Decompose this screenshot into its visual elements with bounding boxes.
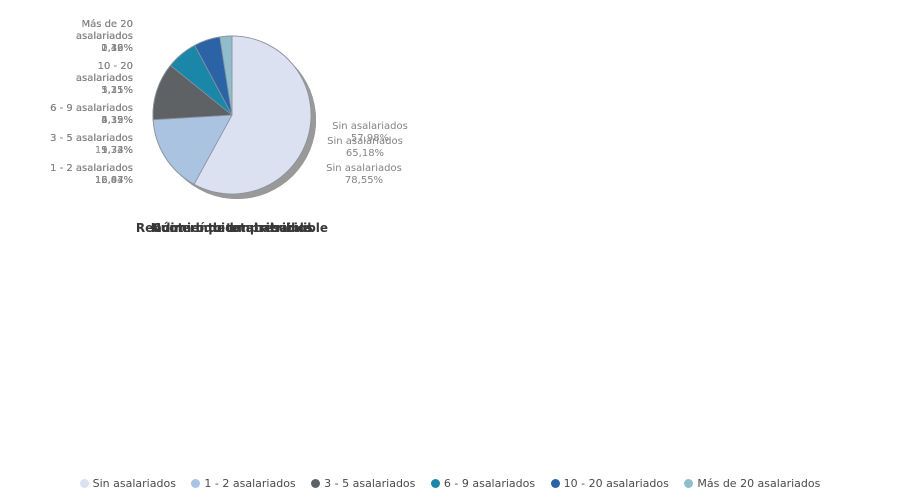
pie-graphic[interactable] xyxy=(144,27,320,203)
slice-label-10-20-asalariados: 10 - 20 asalariados 5,35% xyxy=(0,61,133,97)
legend-label: 1 - 2 asalariados xyxy=(204,477,296,490)
chart-title: Rendimiento total atribuible xyxy=(135,221,329,235)
slice-label-sin-asalariados: Sin asalariados 57,98% xyxy=(308,121,432,145)
slice-labels-left: Más de 20 asalariados 2,46% 10 - 20 asal… xyxy=(0,19,133,193)
slice-label-mas-de-20-asalariados: Más de 20 asalariados 2,46% xyxy=(0,19,133,55)
slice-label-value: 5,35% xyxy=(101,85,133,96)
slice-label-6-9-asalariados: 6 - 9 asalariados 4,35% xyxy=(0,103,133,127)
slice-label-line: 1 - 2 asalariados xyxy=(50,163,133,174)
slice-label-line: asalariados xyxy=(75,73,133,84)
slice-label-line: 6 - 9 asalariados xyxy=(50,103,133,114)
slice-label-line: asalariados xyxy=(75,73,133,84)
slice-label-line: 3 - 5 asalariados xyxy=(50,133,133,144)
pie-slice-mas-de-20-asalariados[interactable] xyxy=(219,35,233,116)
slice-labels-left: Más de 20 asalariados 1,19% 10 - 20 asal… xyxy=(0,19,133,193)
slice-label-value: 2,12% xyxy=(101,115,133,126)
slice-label-line: 10 - 20 xyxy=(97,61,133,72)
slice-label-line: Sin asalariados xyxy=(326,163,402,174)
legend-label: 3 - 5 asalariados xyxy=(324,477,416,490)
slice-label-1-2-asalariados: 1 - 2 asalariados 16,07% xyxy=(0,163,133,187)
legend-label: Más de 20 asalariados xyxy=(697,477,821,490)
slice-label-line: 6 - 9 asalariados xyxy=(50,103,133,114)
slice-labels-left: Más de 20 asalariados 0,32% 10 - 20 asal… xyxy=(0,19,133,193)
slice-label-line: Más de 20 xyxy=(81,19,133,30)
slice-label-value: 16,07% xyxy=(94,175,133,186)
slice-label-1-2-asalariados: 1 - 2 asalariados 16,83% xyxy=(0,163,133,187)
slice-label-10-20-asalariados: 10 - 20 asalariados 3,11% xyxy=(0,61,133,97)
legend-dot xyxy=(79,479,89,488)
slice-label-mas-de-20-asalariados: Más de 20 asalariados 0,32% xyxy=(0,19,133,55)
slice-label-3-5-asalariados: 3 - 5 asalariados 9,33% xyxy=(0,133,133,157)
legend-item-1-2-asalariados[interactable]: 1 - 2 asalariados xyxy=(191,476,296,492)
legend-label: Sin asalariados xyxy=(92,477,176,490)
legend-dot xyxy=(684,479,694,488)
slice-label-10-20-asalariados: 10 - 20 asalariados 1,25% xyxy=(0,61,133,97)
slice-label-line: 3 - 5 asalariados xyxy=(50,133,133,144)
slice-label-value: 2,46% xyxy=(101,43,133,54)
legend-label: 10 - 20 asalariados xyxy=(563,477,669,490)
slice-label-6-9-asalariados: 6 - 9 asalariados 2,12% xyxy=(0,103,133,127)
slice-label-line: Más de 20 xyxy=(81,19,133,30)
legend-dot xyxy=(191,479,201,488)
legend-dot xyxy=(430,479,440,488)
slice-label-line: 10 - 20 xyxy=(97,61,133,72)
slice-label-value: 78,55% xyxy=(344,175,384,186)
legend-dot xyxy=(550,479,560,488)
chart-title: Número de empresarios xyxy=(150,221,314,235)
slice-label-line: 6 - 9 asalariados xyxy=(50,103,133,114)
slice-label-line: 1 - 2 asalariados xyxy=(50,163,133,174)
slice-label-line: 3 - 5 asalariados xyxy=(50,133,133,144)
legend-item-sin-asalariados[interactable]: Sin asalariados xyxy=(79,476,176,492)
slice-label-line: Sin asalariados xyxy=(327,136,403,147)
pie-slice-1-2-asalariados[interactable] xyxy=(152,114,233,185)
slice-label-value: 9,33% xyxy=(101,145,133,156)
slice-label-3-5-asalariados: 3 - 5 asalariados 5,32% xyxy=(0,133,133,157)
legend-dot xyxy=(311,479,321,488)
slice-label-value: 65,18% xyxy=(345,148,385,159)
pie-slice-sin-asalariados[interactable] xyxy=(193,35,312,195)
slice-label-value: 11,74% xyxy=(94,145,133,156)
slice-label-line: asalariados xyxy=(75,31,133,42)
slice-label-6-9-asalariados: 6 - 9 asalariados 6,39% xyxy=(0,103,133,127)
slice-label-value: 0,32% xyxy=(101,43,133,54)
slice-label-value: 1,25% xyxy=(101,85,133,96)
slice-label-sin-asalariados: Sin asalariados 65,18% xyxy=(303,136,427,160)
legend-item-6-9-asalariados[interactable]: 6 - 9 asalariados xyxy=(430,476,536,492)
legend-label: 6 - 9 asalariados xyxy=(443,477,536,490)
slice-label-value: 12,44% xyxy=(94,175,133,186)
slice-label-value: 4,35% xyxy=(101,115,133,126)
slice-label-line: asalariados xyxy=(75,31,133,42)
slice-label-line: Sin asalariados xyxy=(332,121,408,132)
pie-chart-cuota-liquida-atribuible: Más de 20 asalariados 2,46% 10 - 20 asal… xyxy=(0,0,450,250)
slice-label-sin-asalariados: Sin asalariados 78,55% xyxy=(302,163,426,187)
slice-label-line: asalariados xyxy=(75,73,133,84)
chart-title: Cuota líquida atribuible xyxy=(152,221,312,235)
slice-label-line: 1 - 2 asalariados xyxy=(50,163,133,174)
legend: Sin asalariados 1 - 2 asalariados 3 - 5 … xyxy=(0,476,900,492)
legend-item-3-5-asalariados[interactable]: 3 - 5 asalariados xyxy=(311,476,415,492)
slice-label-value: 16,83% xyxy=(94,175,133,186)
slice-label-value: 1,19% xyxy=(101,43,133,54)
legend-item-mas-de-20-asalariados[interactable]: Más de 20 asalariados xyxy=(684,476,820,492)
slice-label-line: Más de 20 xyxy=(81,19,133,30)
slice-label-line: asalariados xyxy=(75,31,133,42)
slice-label-value: 57,98% xyxy=(350,133,390,144)
slice-label-3-5-asalariados: 3 - 5 asalariados 11,74% xyxy=(0,133,133,157)
slice-label-value: 3,11% xyxy=(101,85,133,96)
slice-label-mas-de-20-asalariados: Más de 20 asalariados 1,19% xyxy=(0,19,133,55)
slice-label-1-2-asalariados: 1 - 2 asalariados 12,44% xyxy=(0,163,133,187)
slice-label-value: 6,39% xyxy=(101,115,133,126)
slice-label-line: 10 - 20 xyxy=(97,61,133,72)
legend-item-10-20-asalariados[interactable]: 10 - 20 asalariados xyxy=(550,476,669,492)
slice-label-value: 5,32% xyxy=(101,145,133,156)
